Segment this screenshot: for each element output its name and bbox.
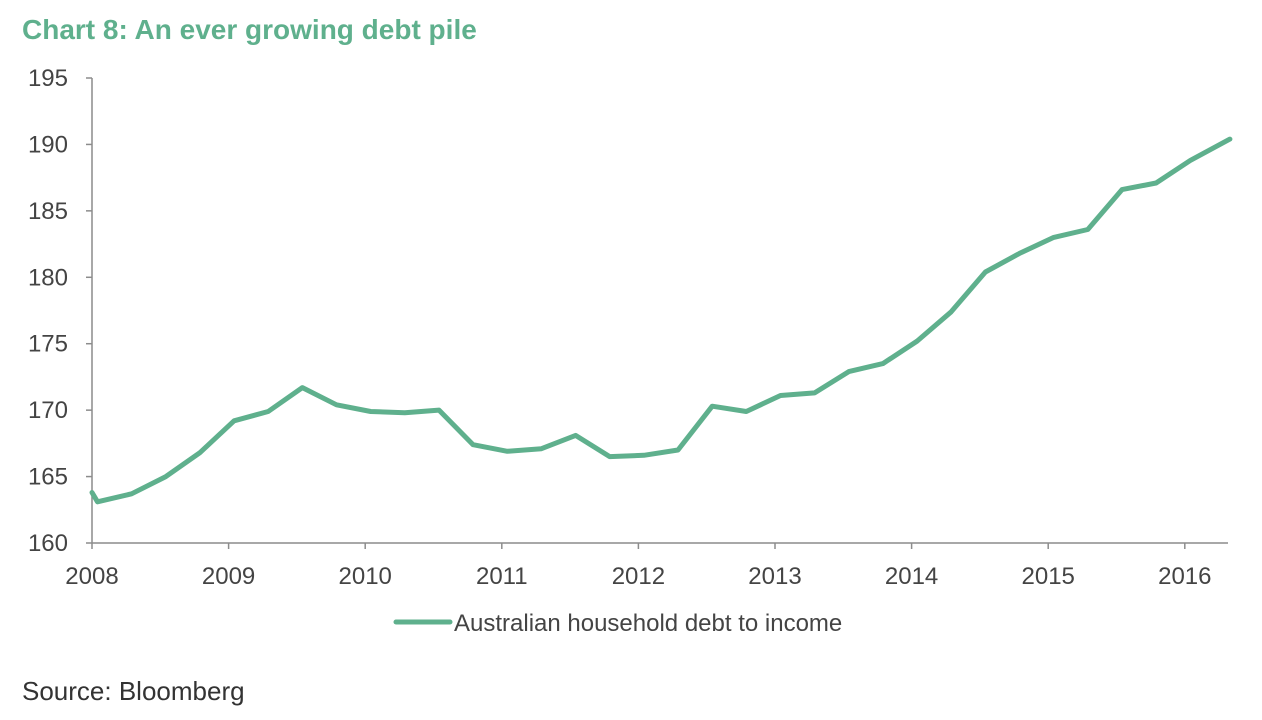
series-layer xyxy=(89,136,1233,505)
x-tick-label: 2011 xyxy=(476,563,528,590)
x-tick-label: 2013 xyxy=(748,563,801,590)
chart-title: Chart 8: An ever growing debt pile xyxy=(22,14,477,45)
y-tick-label: 175 xyxy=(28,331,68,358)
line-chart: 160 165 170 175 180 185 190 195 2008 2009 2010 201… xyxy=(28,65,1233,637)
y-tick-label: 170 xyxy=(28,397,68,424)
y-tick-label: 195 xyxy=(28,65,68,92)
source-note: Source: Bloomberg xyxy=(22,676,245,706)
series-line-0 xyxy=(89,136,1233,505)
x-axis: 2008 2009 2010 2011 2012 2013 2014 2015 2016 xyxy=(65,542,1228,590)
legend-label: Australian household debt to income xyxy=(454,610,842,637)
x-tick-label: 2012 xyxy=(612,563,665,590)
x-tick-label: 2010 xyxy=(339,563,392,590)
x-tick-label: 2009 xyxy=(202,563,255,590)
x-tick-label: 2016 xyxy=(1158,563,1211,590)
y-axis: 160 165 170 175 180 185 190 195 xyxy=(28,65,93,557)
y-tick-label: 185 xyxy=(28,198,68,225)
x-tick-label: 2014 xyxy=(885,563,938,590)
y-tick-label: 190 xyxy=(28,131,68,158)
y-tick-label: 165 xyxy=(28,464,68,491)
legend: Australian household debt to income xyxy=(393,610,842,637)
x-tick-label: 2008 xyxy=(65,563,118,590)
x-tick-label: 2015 xyxy=(1022,563,1075,590)
y-tick-label: 180 xyxy=(28,264,68,291)
y-tick-label: 160 xyxy=(28,530,68,557)
